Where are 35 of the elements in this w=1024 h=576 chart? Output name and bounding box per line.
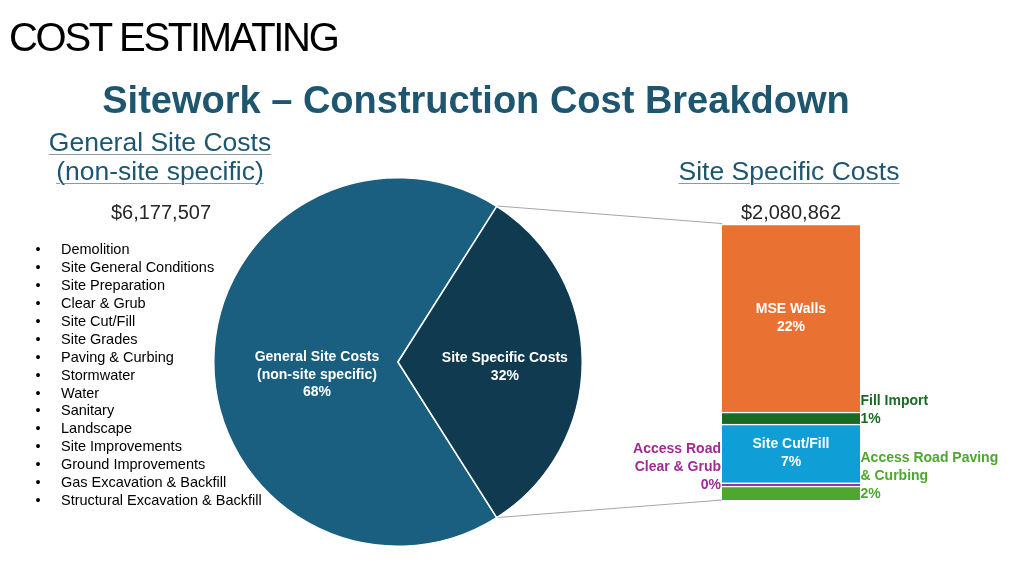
text: • Site Preparation xyxy=(35,276,166,295)
text: • Landscape xyxy=(35,420,133,439)
series-label: Site Cut/Fill xyxy=(752,435,830,452)
text: • Clear & Grub xyxy=(35,294,147,313)
text: General Site Costs (non-site specific) xyxy=(47,127,273,186)
chart-subtitle: $2,080,862 xyxy=(740,200,842,224)
slice-label: General Site Costs (non-site specific) xyxy=(254,348,380,382)
series-label: Access Road Clear & Grub xyxy=(633,440,721,475)
data-label: 68% xyxy=(302,383,332,400)
text: • Demolition xyxy=(35,241,131,259)
text: • Site Grades xyxy=(35,330,139,349)
data-label: 2% xyxy=(860,484,882,501)
text: • Sanitary xyxy=(35,402,116,421)
data-label: 1% xyxy=(860,409,882,426)
data-label: 0% xyxy=(700,476,722,493)
data-label: 22% xyxy=(776,317,806,334)
text: • Water xyxy=(35,384,101,403)
text: COST ESTIMATING xyxy=(9,14,338,60)
text: Sitework – Construction Cost Breakdown xyxy=(102,78,850,122)
text: • Paving & Curbing xyxy=(35,348,174,365)
chart-title: Site Specific Costs xyxy=(678,156,900,186)
series-label: MSE Walls xyxy=(755,299,827,316)
data-label: 7% xyxy=(780,453,802,470)
series-label: Access Road Paving & Curbing xyxy=(860,448,999,483)
text: $6,177,507 xyxy=(110,200,212,224)
text: • Site Improvements xyxy=(35,438,183,457)
text: • Stormwater xyxy=(35,366,136,383)
text: • Gas Excavation & Backfill xyxy=(35,474,228,493)
text: • Site General Conditions xyxy=(35,258,216,277)
text: • Ground Improvements xyxy=(35,456,207,475)
text: • Site Cut/Fill xyxy=(35,312,137,331)
slice-label: Site Specific Costs xyxy=(441,349,569,366)
text: • Structural Excavation & Backfill xyxy=(35,492,262,511)
data-label: 32% xyxy=(490,366,520,383)
series-label: Fill Import xyxy=(860,391,929,408)
